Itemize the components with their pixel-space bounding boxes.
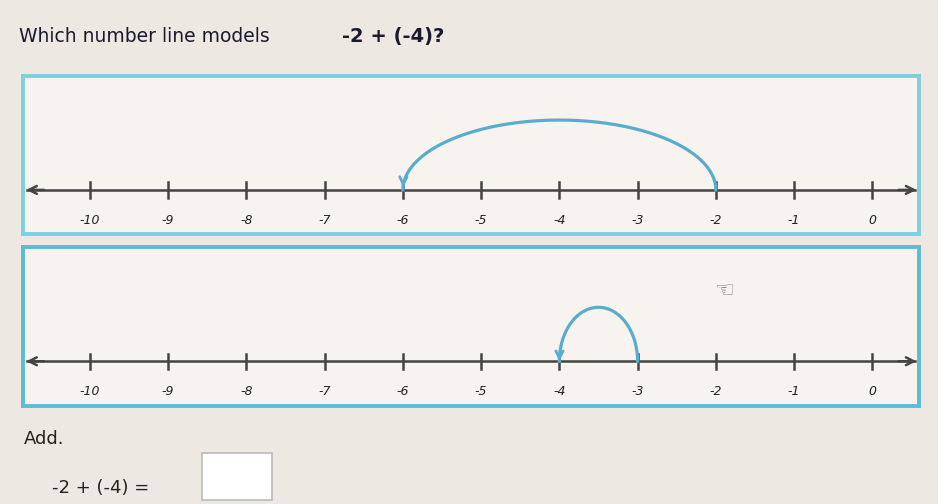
Text: -7: -7 xyxy=(318,214,331,227)
Text: -2 + (-4)?: -2 + (-4)? xyxy=(342,27,445,45)
Text: ☜: ☜ xyxy=(714,281,734,301)
Text: -2: -2 xyxy=(709,214,722,227)
Text: -7: -7 xyxy=(318,386,331,398)
Text: -1: -1 xyxy=(788,386,800,398)
Text: -2: -2 xyxy=(709,386,722,398)
Text: Add.: Add. xyxy=(23,429,64,448)
FancyBboxPatch shape xyxy=(202,453,272,500)
Text: -2 + (-4) =: -2 + (-4) = xyxy=(52,479,155,496)
Text: -10: -10 xyxy=(80,214,100,227)
Text: Which number line models: Which number line models xyxy=(19,27,276,45)
Text: -6: -6 xyxy=(397,214,409,227)
Text: -1: -1 xyxy=(788,214,800,227)
Text: -5: -5 xyxy=(475,214,488,227)
Text: 0: 0 xyxy=(869,386,876,398)
Text: -9: -9 xyxy=(162,214,174,227)
Text: -3: -3 xyxy=(631,386,643,398)
Text: -8: -8 xyxy=(240,386,252,398)
Text: -9: -9 xyxy=(162,386,174,398)
Text: -5: -5 xyxy=(475,386,488,398)
Text: -4: -4 xyxy=(553,214,566,227)
Text: -3: -3 xyxy=(631,214,643,227)
Text: 0: 0 xyxy=(869,214,876,227)
Text: -6: -6 xyxy=(397,386,409,398)
Text: -4: -4 xyxy=(553,386,566,398)
Text: -8: -8 xyxy=(240,214,252,227)
Text: -10: -10 xyxy=(80,386,100,398)
